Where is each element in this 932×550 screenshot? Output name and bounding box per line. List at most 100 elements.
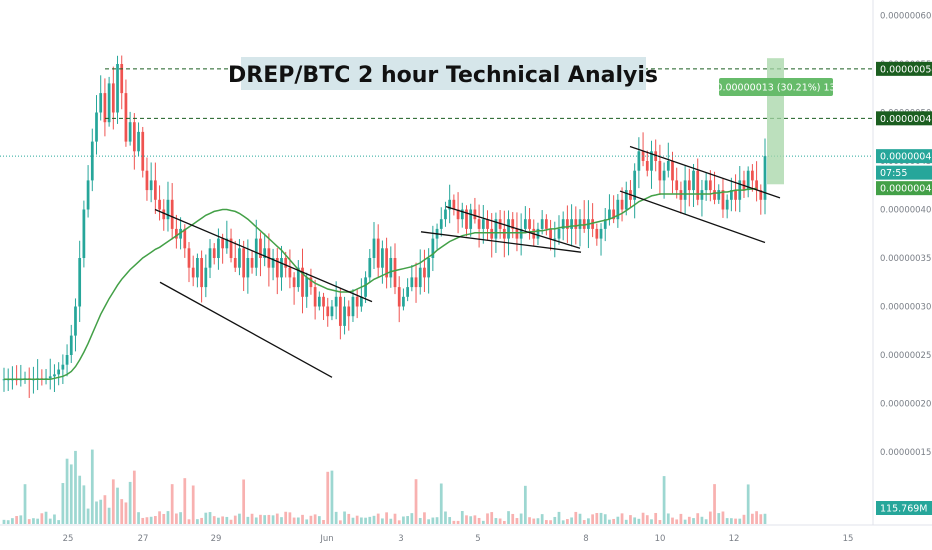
trend-line	[619, 190, 766, 244]
trend-line	[420, 231, 582, 253]
volume-bar	[183, 478, 187, 524]
volume-bar	[313, 514, 317, 524]
candle-body	[616, 199, 620, 220]
candle-body	[137, 131, 140, 152]
candle-body	[444, 209, 447, 220]
candle-body	[376, 238, 380, 268]
candle-body	[662, 170, 666, 181]
volume-bar	[700, 516, 704, 524]
volume-bar	[170, 484, 174, 524]
candle-body	[183, 228, 187, 249]
volume-bar	[566, 519, 569, 524]
volume-bar	[44, 511, 48, 524]
candle-body	[570, 219, 573, 229]
price-tag	[876, 149, 932, 164]
volume-bar	[759, 514, 763, 524]
volume-bar	[523, 485, 527, 524]
candle-body	[671, 161, 674, 181]
candle-body	[82, 209, 86, 258]
candle-body	[599, 228, 603, 239]
candle-body	[381, 248, 384, 268]
volume-bar	[275, 513, 279, 524]
candle-body	[95, 112, 98, 142]
volume-bar	[486, 513, 489, 524]
candle-body	[351, 296, 355, 317]
candle-body	[414, 277, 418, 288]
volume-bar	[305, 519, 309, 524]
volume-bar	[612, 518, 616, 524]
candle-body	[566, 219, 569, 229]
volume-bar	[86, 508, 90, 524]
candle-body	[540, 219, 544, 229]
candle-body	[692, 170, 695, 191]
candle-body	[591, 219, 594, 229]
candle-body	[624, 190, 628, 210]
candle-body	[250, 258, 254, 268]
volume-bar	[385, 512, 388, 524]
price-tag-label: 0.00000042	[880, 184, 932, 195]
volume-bar	[187, 519, 191, 524]
volume-bar	[347, 513, 351, 524]
candle-body	[212, 248, 216, 258]
trendline-layer: 0.00000013 (30.21%) 13	[0, 58, 873, 378]
volume-bar	[696, 513, 700, 524]
volume-bar	[221, 516, 224, 524]
x-tick-label: 8	[583, 534, 588, 544]
moving-average-layer	[4, 187, 757, 381]
candle-body	[456, 209, 460, 220]
volume-bar	[11, 518, 14, 524]
trend-line	[159, 281, 333, 378]
volume-bar	[246, 516, 250, 524]
volume-bar	[284, 511, 288, 524]
candle-body	[204, 267, 208, 288]
candle-body	[679, 190, 683, 200]
volume-bar	[15, 516, 18, 524]
candle-body	[128, 122, 132, 142]
volume-bar	[322, 520, 325, 524]
volume-bar	[629, 515, 632, 524]
volume-bar	[368, 516, 372, 524]
candle-body	[225, 238, 229, 249]
candle-body	[124, 93, 128, 142]
candle-body	[385, 248, 388, 278]
volume-bar	[637, 518, 641, 524]
candle-body	[259, 238, 262, 258]
candle-body	[683, 180, 687, 200]
volume-bar	[82, 485, 86, 524]
candle-body	[153, 180, 157, 200]
y-tick-label: 0.00000040	[880, 206, 931, 216]
candle-body	[187, 248, 191, 268]
candle-body	[578, 219, 582, 229]
volume-bar	[381, 518, 384, 524]
volume-bar	[650, 519, 653, 524]
volume-bar	[208, 512, 212, 524]
candle-body	[238, 248, 241, 268]
volume-bar	[132, 470, 136, 524]
volume-bar	[692, 518, 695, 524]
volume-bar	[477, 517, 481, 524]
candle-body	[641, 151, 645, 161]
candle-body	[507, 219, 510, 239]
candle-body	[179, 228, 182, 239]
volume-bar	[149, 516, 153, 524]
candle-body	[561, 219, 565, 229]
candle-body	[658, 161, 662, 181]
volume-bar	[481, 520, 485, 524]
volume-bar	[27, 519, 31, 524]
volume-bar	[591, 514, 594, 524]
price-tag	[876, 181, 932, 196]
volume-bar	[410, 513, 414, 524]
candle-body	[423, 267, 426, 278]
volume-bar	[137, 512, 140, 524]
volume-bar	[95, 501, 98, 524]
candle-body	[700, 190, 704, 200]
volume-bar	[641, 512, 645, 524]
candle-body	[427, 258, 431, 278]
volume-bar	[330, 470, 334, 524]
x-tick-label: 12	[729, 534, 740, 544]
candle-body	[582, 219, 586, 229]
volume-bar	[725, 518, 729, 524]
volume-bar	[296, 517, 300, 524]
title-background	[241, 57, 646, 90]
volume-bar	[671, 517, 674, 524]
